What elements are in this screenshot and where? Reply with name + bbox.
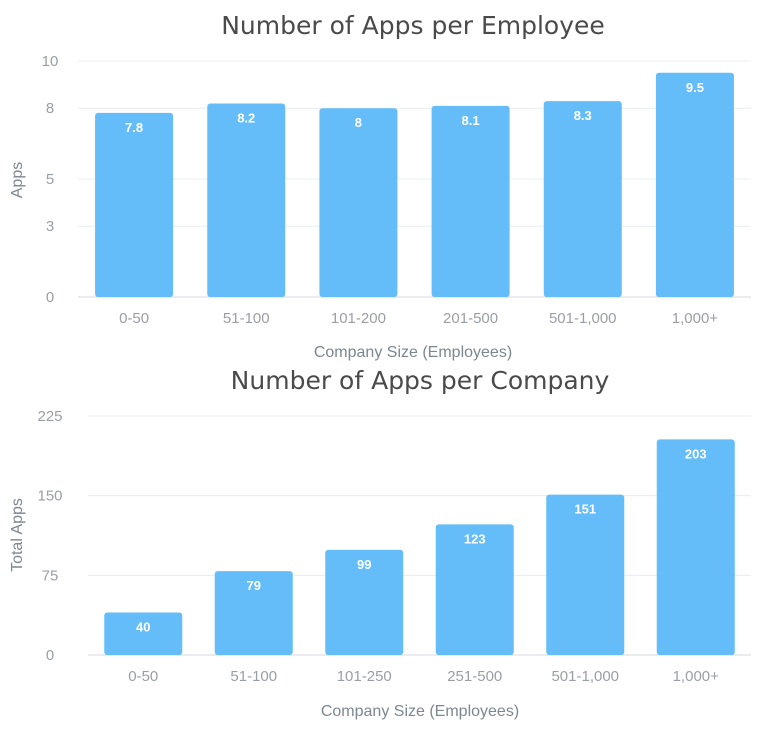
chart-title: Number of Apps per Employee: [221, 11, 605, 40]
bar: [325, 549, 404, 655]
x-tick-label: 501-1,000: [549, 310, 617, 327]
x-tick-label: 51-100: [230, 668, 277, 685]
y-tick-label: 8: [46, 100, 54, 117]
y-tick-label: 150: [37, 488, 62, 505]
bar: [546, 494, 625, 655]
x-tick-label: 251-500: [447, 668, 502, 685]
bar-value-label: 7.8: [125, 120, 143, 135]
y-tick-label: 75: [42, 567, 59, 584]
x-tick-label: 0-50: [119, 310, 149, 327]
chart-title: Number of Apps per Company: [231, 366, 610, 395]
bar-value-label: 9.5: [686, 80, 704, 95]
x-tick-label: 201-500: [443, 310, 498, 327]
bar: [431, 105, 510, 297]
x-tick-label: 51-100: [223, 310, 270, 327]
y-tick-label: 0: [46, 647, 54, 664]
bar-value-label: 203: [685, 446, 707, 461]
bar: [319, 108, 398, 297]
y-axis-label: Apps: [9, 162, 26, 198]
bar-value-label: 151: [574, 502, 596, 517]
bar: [214, 571, 293, 655]
bar-value-label: 8: [355, 115, 362, 130]
x-tick-label: 1,000+: [673, 668, 720, 685]
y-tick-label: 225: [37, 408, 62, 425]
bar: [543, 101, 622, 298]
y-tick-label: 10: [42, 53, 59, 70]
bar: [95, 112, 174, 297]
bar-value-label: 8.1: [462, 113, 480, 128]
y-tick-label: 5: [46, 171, 54, 188]
bar-value-label: 8.2: [237, 110, 255, 125]
bar: [435, 524, 514, 655]
bar-value-label: 79: [247, 578, 261, 593]
chart-apps-per-employee: Number of Apps per Employee 7.8 8.2 8 8.1 8.…: [9, 11, 751, 361]
bar-value-label: 8.3: [574, 108, 592, 123]
bar: [656, 439, 735, 655]
y-tick-label: 3: [46, 218, 54, 235]
bar: [207, 103, 286, 297]
x-tick-label: 1,000+: [672, 310, 719, 327]
y-axis-label: Total Apps: [9, 498, 26, 572]
bar-value-label: 40: [136, 620, 150, 635]
x-tick-label: 0-50: [128, 668, 158, 685]
x-tick-label: 101-250: [337, 668, 392, 685]
bar-value-label: 99: [357, 557, 371, 572]
y-tick-label: 0: [46, 289, 54, 306]
bar: [655, 72, 734, 297]
x-axis-label: Company Size (Employees): [321, 703, 519, 720]
bar: [104, 612, 183, 655]
x-axis-label: Company Size (Employees): [314, 344, 512, 361]
x-tick-label: 101-200: [331, 310, 386, 327]
bar-value-label: 123: [464, 531, 486, 546]
x-tick-label: 501-1,000: [551, 668, 619, 685]
